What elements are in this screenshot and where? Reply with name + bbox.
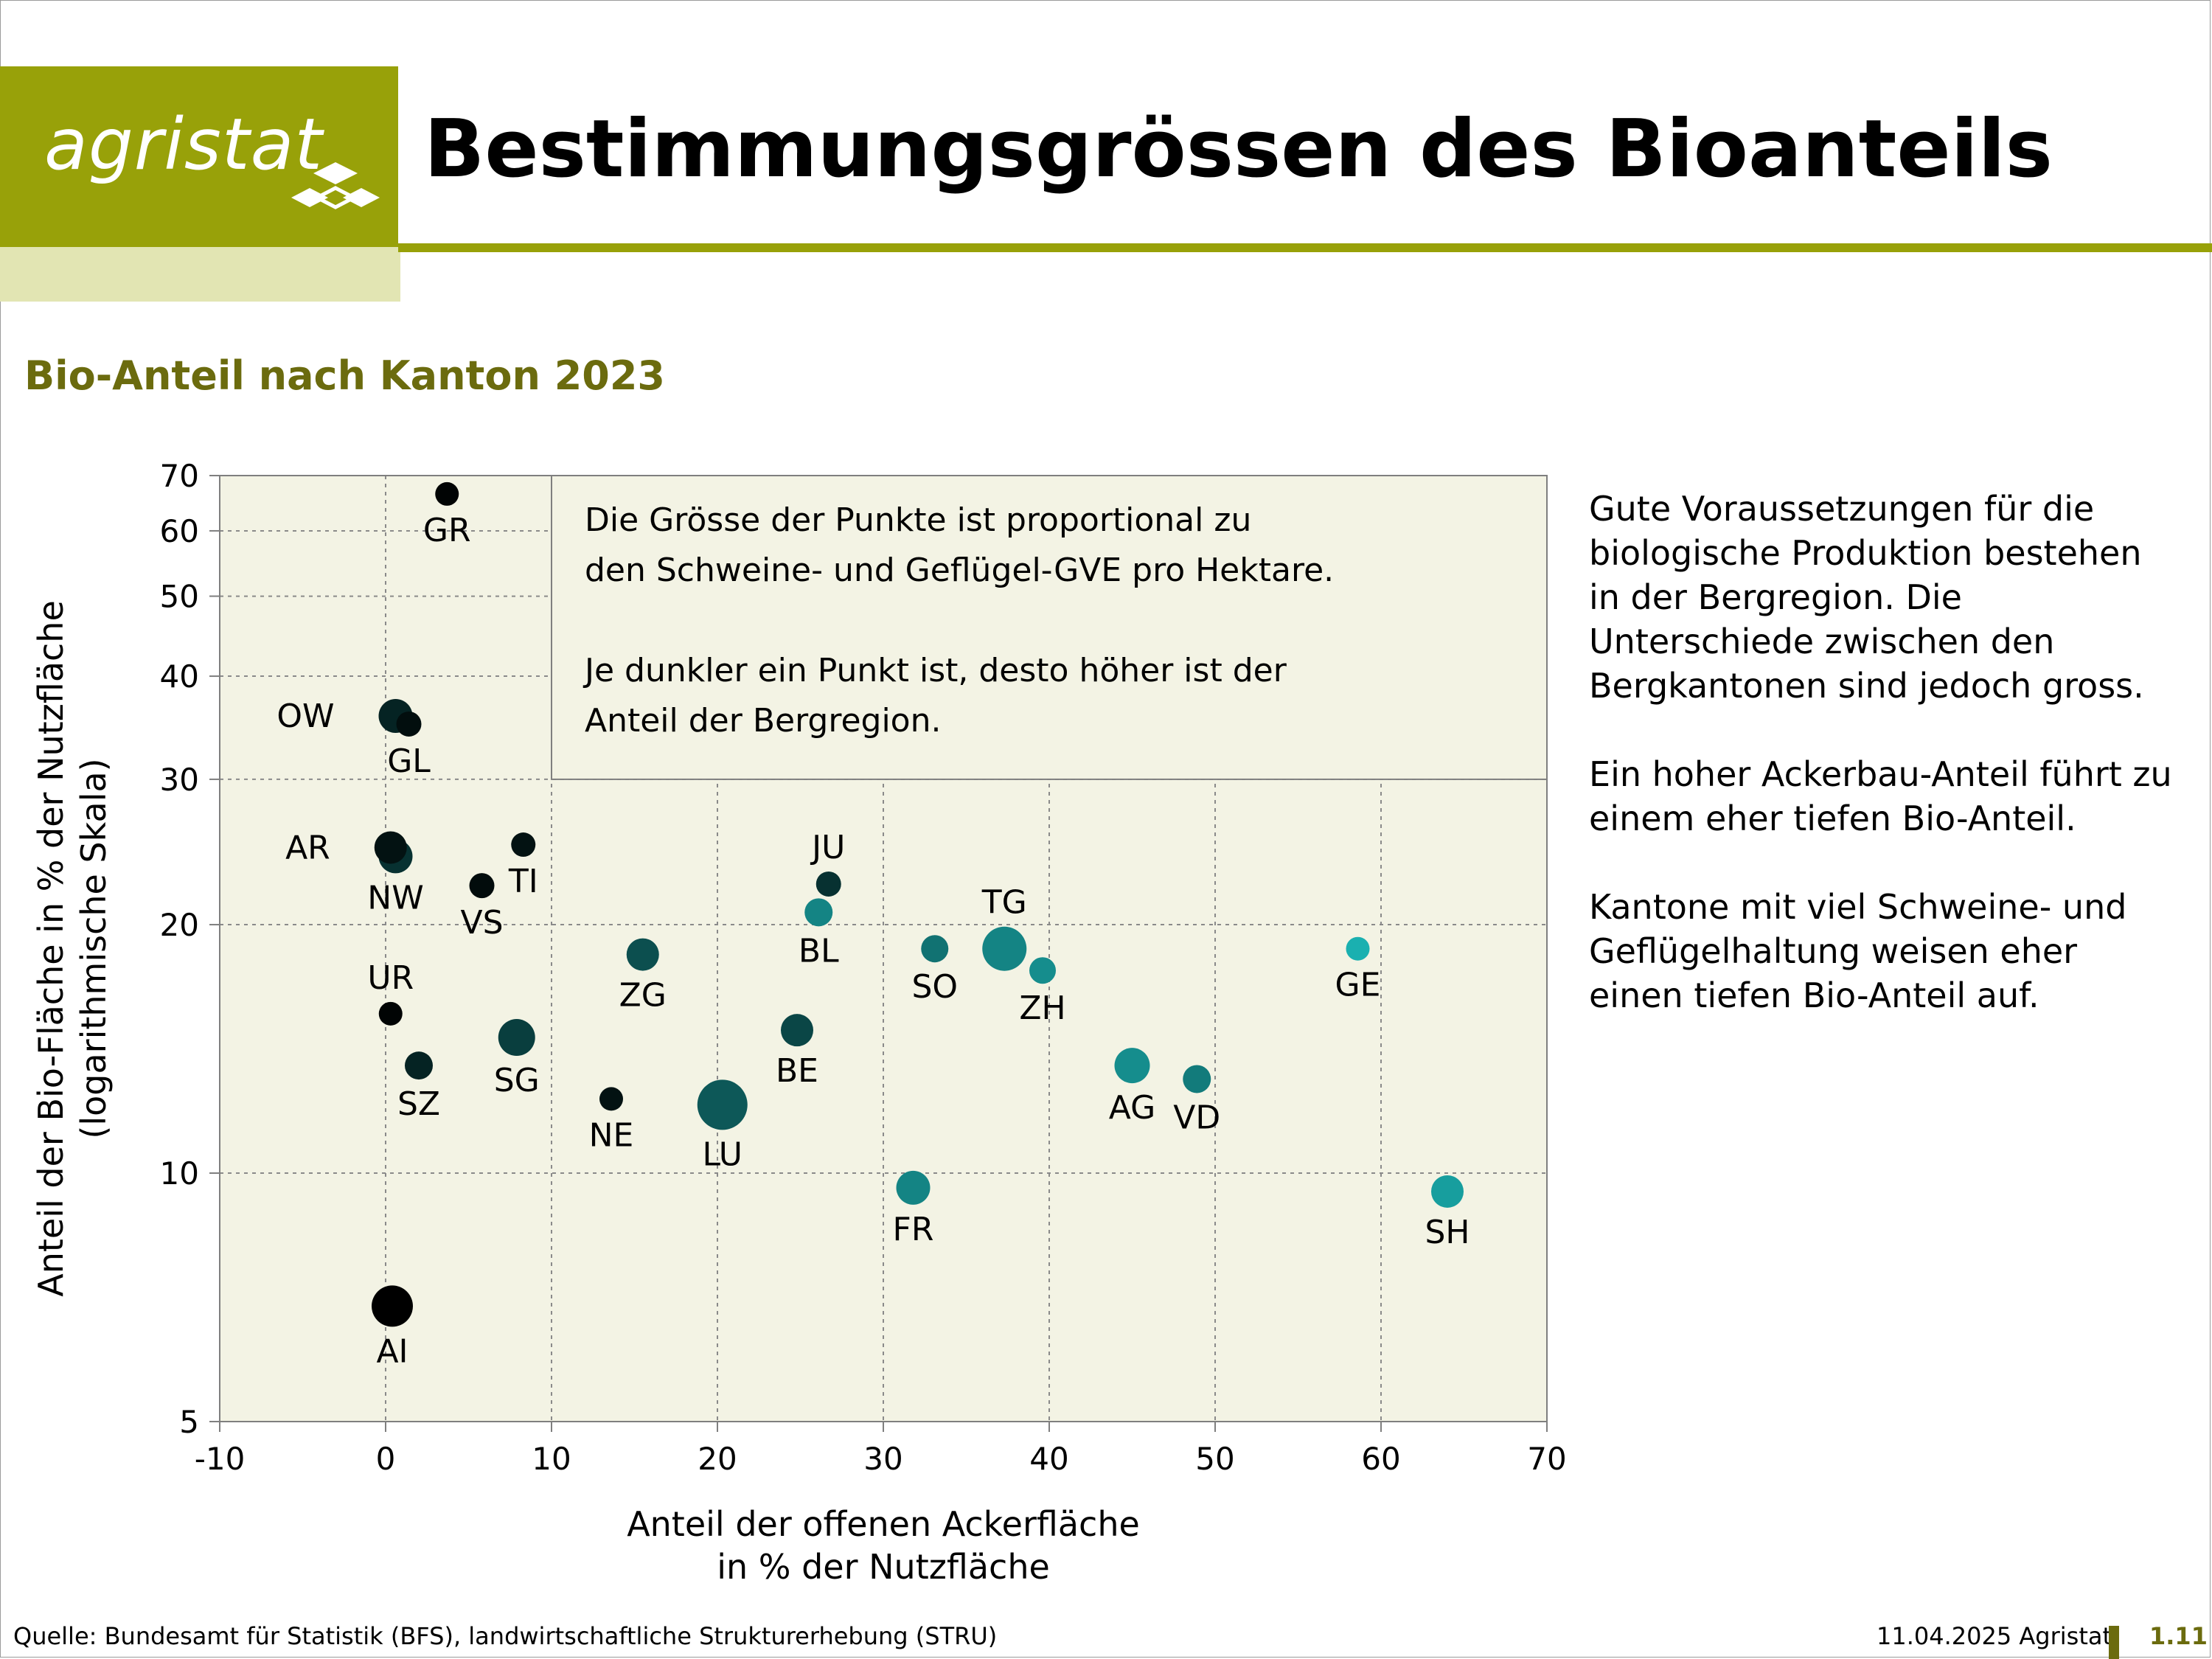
y-axis-title: (logarithmische Skala) [74,758,114,1138]
y-tick-label: 40 [160,658,199,695]
point-gr [435,481,459,506]
point-tg [982,926,1027,971]
label-ge: GE [1335,967,1381,1004]
annotation-line: Je dunkler ein Punkt ist, desto höher is… [582,652,1287,689]
label-be: BE [776,1052,818,1090]
point-ne [599,1087,623,1111]
scatter-chart: -10 0 10 20 30 40 50 60 70 5 10 20 30 40 50 60 70 Die Gr… [31,458,1567,1587]
point-so [921,935,949,963]
label-nw: NW [367,879,423,917]
point-ti [511,832,536,858]
annotation-panel [551,475,1548,780]
page-title: Bestimmungsgrössen des Bioanteils [424,103,2053,195]
point-fr [896,1170,931,1205]
point-sz [405,1051,433,1080]
label-ai: AI [376,1332,408,1370]
x-axis-title: Anteil der offenen Ackerfläche [627,1504,1140,1544]
label-ur: UR [367,959,414,997]
label-ti: TI [508,863,538,900]
label-vs: VS [460,904,503,942]
x-tick-label: 50 [1195,1441,1234,1477]
y-tick-label: 30 [160,762,199,798]
page-number: 1.11 [2149,1622,2208,1650]
x-tick-label: 70 [1527,1441,1566,1477]
label-gl: GL [387,742,431,780]
label-vd: VD [1173,1099,1220,1136]
y-tick-label: 70 [160,458,199,494]
label-tg: TG [981,884,1027,922]
point-sg [498,1019,535,1057]
x-tick-label: 30 [863,1441,902,1477]
point-zh [1029,957,1056,984]
point-be [781,1014,813,1047]
chart-subtitle: Bio-Anteil nach Kanton 2023 [24,352,665,399]
tick-labels: -10 0 10 20 30 40 50 60 70 5 10 20 30 40 50 60 70 [160,458,1567,1477]
x-tick-label: 0 [376,1441,396,1477]
y-tick-label: 50 [160,579,199,615]
x-tick-label: 60 [1361,1441,1400,1477]
point-sh [1431,1175,1464,1208]
point-ge [1346,936,1370,961]
commentary-paragraph: Gute Voraussetzungen für die biologische… [1589,489,2144,706]
label-bl: BL [799,932,839,970]
annotation-line: Anteil der Bergregion. [585,702,941,740]
label-ne: NE [589,1116,634,1154]
label-zh: ZH [1019,990,1065,1027]
label-sh: SH [1425,1214,1470,1251]
data-points [372,481,1464,1327]
point-ju [815,871,841,897]
label-so: SO [911,968,958,1006]
x-tick-label: 20 [698,1441,737,1477]
annotation-line: den Schweine- und Geflügel-GVE pro Hekta… [585,552,1334,589]
point-ai [372,1285,413,1327]
logo-diamonds-icon [291,162,380,209]
label-lu: LU [702,1135,742,1173]
point-bl [804,898,833,927]
commentary-paragraph: Kantone mit viel Schweine- und Geflügelh… [1589,887,2127,1015]
x-tick-label: -10 [195,1441,246,1477]
y-tick-label: 60 [160,513,199,549]
annotation-line: Die Grösse der Punkte ist proportional z… [585,501,1251,539]
point-vd [1183,1065,1211,1093]
logo-box [0,66,398,247]
point-lu [697,1079,748,1130]
y-tick-label: 5 [179,1404,199,1440]
footer-source: Quelle: Bundesamt für Statistik (BFS), l… [13,1622,998,1650]
x-tick-label: 10 [532,1441,571,1477]
point-vs [469,873,495,899]
y-tick-label: 10 [160,1155,199,1192]
label-zg: ZG [619,977,667,1015]
label-ju: JU [810,829,845,866]
x-axis-title: in % der Nutzfläche [717,1547,1050,1587]
y-tick-label: 20 [160,907,199,943]
logo-text: agristat [44,103,324,186]
x-tick-label: 40 [1029,1441,1068,1477]
label-gr: GR [423,512,471,549]
label-sz: SZ [397,1085,440,1123]
y-axis-title: Anteil der Bio-Fläche in % der Nutzfläch… [31,600,71,1296]
point-zg [626,938,659,971]
title-rule [398,243,2212,252]
commentary-paragraph: Ein hoher Ackerbau-Anteil führt zu einem… [1589,754,2172,838]
footer-divider [2109,1626,2119,1659]
label-ar: AR [285,829,330,866]
side-commentary: Gute Voraussetzungen für die biologische… [1589,487,2179,1062]
point-gl [396,711,422,737]
label-ow: OW [276,698,334,735]
point-ur [378,1001,403,1026]
point-ar [374,831,407,864]
label-ag: AG [1109,1089,1155,1127]
point-ag [1114,1048,1150,1084]
label-fr: FR [893,1211,934,1248]
label-sg: SG [494,1062,540,1099]
annotation-box: Die Grösse der Punkte ist proportional z… [551,475,1548,780]
logo-underlay [0,247,400,302]
footer-date: 11.04.2025 Agristat [1877,1622,2112,1650]
